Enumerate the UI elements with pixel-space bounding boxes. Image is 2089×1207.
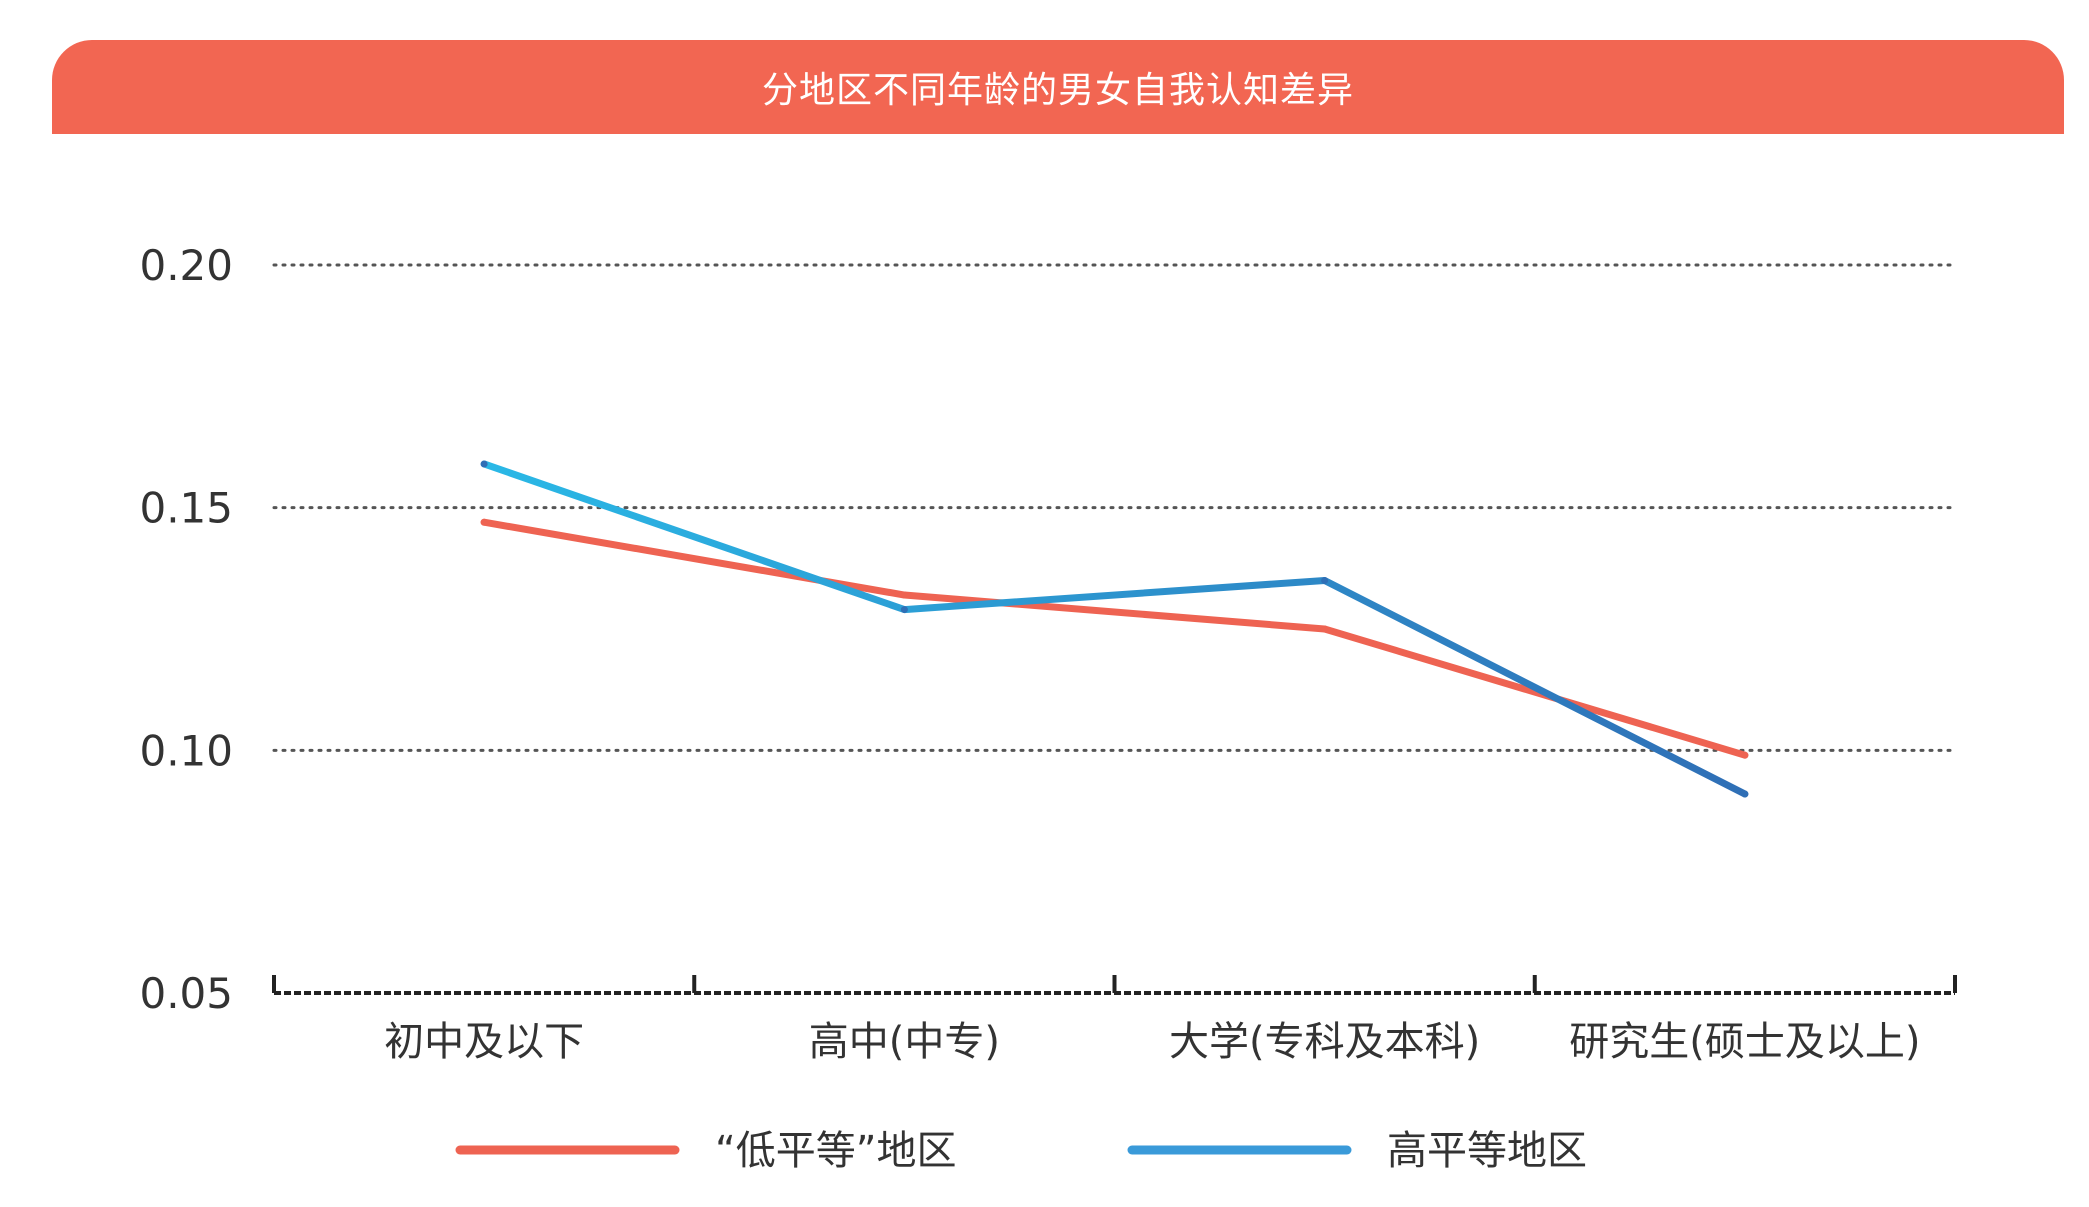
x-tick-label-0: 初中及以下 <box>384 1019 584 1065</box>
legend: “低平等”地区 高平等地区 <box>455 1128 1587 1174</box>
series-line-low-equality <box>480 518 1749 759</box>
gridlines <box>272 263 1957 752</box>
legend-label-0: “低平等”地区 <box>715 1128 956 1174</box>
data-point-1-0 <box>480 460 488 468</box>
y-tick-label-0.15: 0.15 <box>139 484 233 533</box>
data-point-0-1 <box>900 591 908 599</box>
x-axis <box>272 975 1957 995</box>
x-axis-categories: 初中及以下 高中(中专) 大学(专科及本科) 研究生(硕士及以上) <box>384 1019 1920 1065</box>
y-tick-label-0.20: 0.20 <box>139 241 233 290</box>
data-point-0-2 <box>1321 625 1329 633</box>
data-point-0-3 <box>1741 751 1749 759</box>
chart-title: 分地区不同年龄的男女自我认知差异 <box>761 70 1354 111</box>
data-point-1-3 <box>1741 790 1749 798</box>
chart-title-bar: 分地区不同年龄的男女自我认知差异 <box>52 40 2064 134</box>
legend-label-1: 高平等地区 <box>1387 1128 1587 1174</box>
x-tick-label-2: 大学(专科及本科) <box>1169 1019 1480 1065</box>
data-point-1-1 <box>900 606 908 614</box>
series-lines <box>480 460 1749 798</box>
y-axis-ticks: 0.05 0.10 0.15 0.20 <box>139 241 233 1018</box>
data-point-0-0 <box>480 518 488 526</box>
y-tick-label-0.10: 0.10 <box>139 726 233 775</box>
data-point-1-2 <box>1321 576 1329 584</box>
series-line-high-equality <box>480 460 1749 798</box>
x-tick-label-3: 研究生(硕士及以上) <box>1569 1019 1920 1065</box>
y-tick-label-0.05: 0.05 <box>139 969 233 1018</box>
x-tick-label-1: 高中(中专) <box>809 1019 1000 1065</box>
